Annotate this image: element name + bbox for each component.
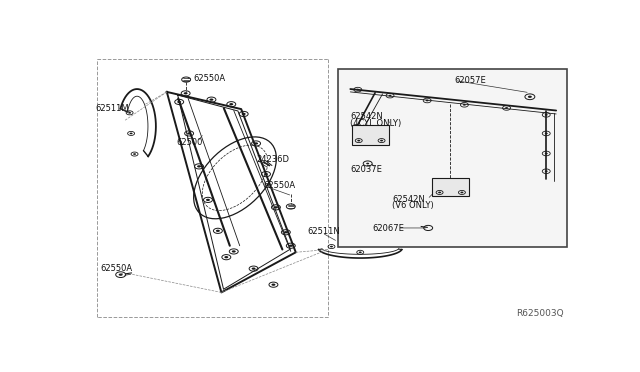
Circle shape (505, 107, 508, 109)
Bar (338, 69, 567, 247)
Text: 62542N: 62542N (350, 112, 383, 121)
Circle shape (274, 206, 278, 208)
Circle shape (380, 140, 383, 141)
Circle shape (252, 267, 255, 270)
Circle shape (460, 192, 463, 193)
Text: 62057E: 62057E (454, 76, 486, 85)
Circle shape (289, 244, 292, 247)
Text: 62067E: 62067E (372, 224, 404, 233)
Text: 62550A: 62550A (101, 264, 133, 273)
Circle shape (129, 132, 132, 134)
Text: 62511M: 62511M (95, 104, 129, 113)
Circle shape (229, 103, 233, 105)
Text: (4CYL ONLY): (4CYL ONLY) (350, 119, 401, 128)
Circle shape (254, 142, 258, 145)
Text: R625003Q: R625003Q (516, 309, 564, 318)
Circle shape (242, 113, 246, 115)
Circle shape (128, 112, 131, 114)
Circle shape (388, 95, 392, 96)
Text: 62550A: 62550A (193, 74, 225, 83)
Bar (432, 178, 469, 196)
Circle shape (438, 192, 441, 193)
Text: 62542N: 62542N (392, 195, 425, 204)
Circle shape (118, 273, 123, 276)
Text: 62037E: 62037E (350, 165, 382, 174)
Text: (V6 ONLY): (V6 ONLY) (392, 201, 434, 211)
Circle shape (216, 230, 220, 232)
Circle shape (177, 101, 181, 103)
Circle shape (232, 250, 236, 253)
Circle shape (225, 256, 228, 258)
Circle shape (206, 199, 210, 201)
Circle shape (187, 132, 191, 135)
Circle shape (357, 140, 360, 141)
Circle shape (426, 100, 429, 101)
Circle shape (359, 251, 362, 253)
Circle shape (330, 246, 333, 247)
Circle shape (184, 92, 188, 94)
Circle shape (545, 170, 548, 172)
Circle shape (197, 165, 201, 167)
Circle shape (528, 96, 532, 98)
Circle shape (264, 173, 268, 175)
Text: 62511N: 62511N (307, 227, 340, 236)
Text: 62500: 62500 (177, 138, 203, 147)
Circle shape (545, 153, 548, 154)
Bar (352, 125, 389, 145)
Circle shape (356, 89, 359, 90)
Circle shape (366, 163, 369, 164)
Circle shape (209, 99, 213, 101)
Circle shape (284, 231, 288, 233)
Circle shape (545, 132, 548, 134)
Text: 24236D: 24236D (256, 155, 289, 164)
Circle shape (133, 153, 136, 155)
Circle shape (463, 104, 466, 106)
Text: 62550A: 62550A (264, 181, 296, 190)
Circle shape (271, 283, 275, 286)
Circle shape (545, 114, 548, 116)
